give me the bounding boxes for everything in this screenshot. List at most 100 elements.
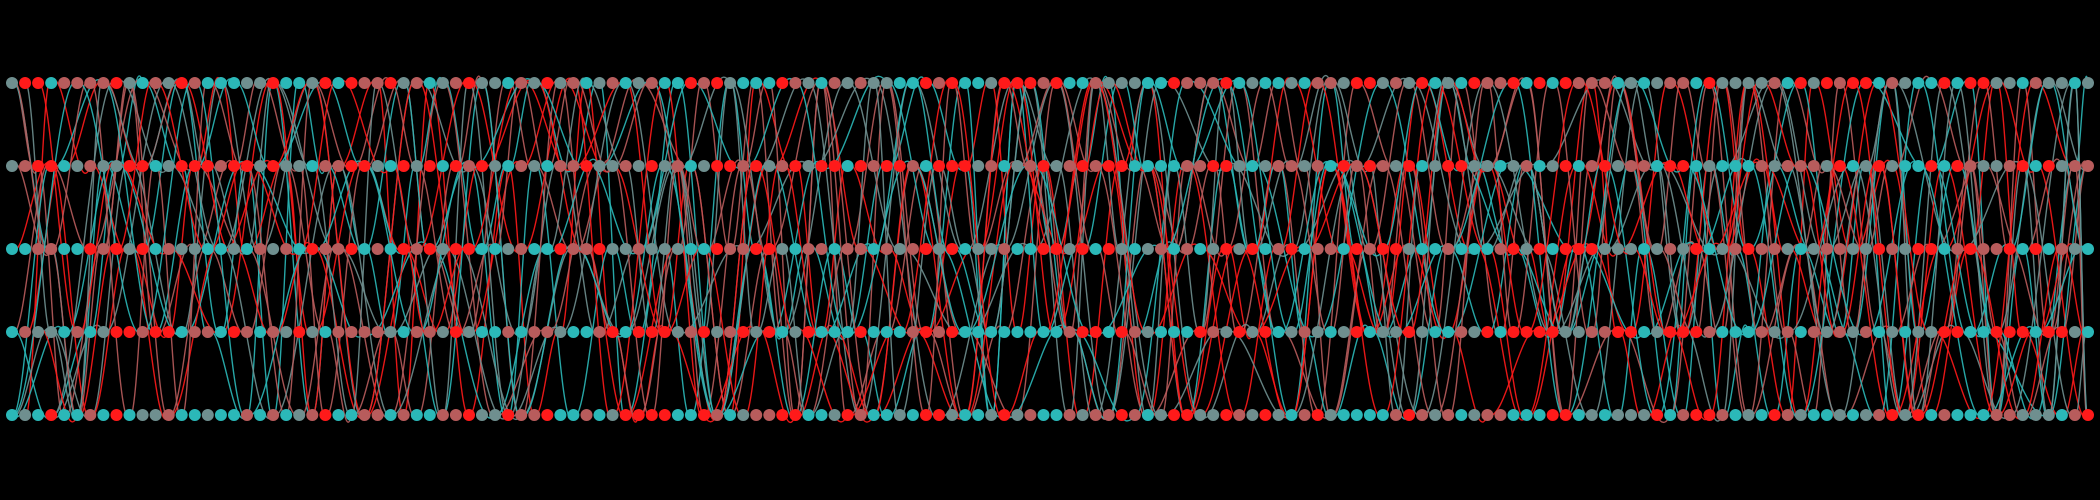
row-4-node — [658, 326, 671, 338]
row-2-node — [1155, 160, 1167, 172]
row-2-node — [1168, 160, 1180, 172]
row-3-node — [998, 243, 1011, 255]
row-1-node — [1233, 77, 1246, 89]
row-4-node — [933, 326, 945, 338]
row-4-node — [1938, 326, 1951, 338]
row-2-node — [1233, 160, 1246, 172]
row-1-node — [1390, 77, 1402, 89]
row-3-node — [1442, 243, 1455, 255]
row-5-node — [684, 409, 697, 421]
row-1-node — [1259, 77, 1272, 89]
row-2-node — [2003, 160, 2016, 172]
row-4-node — [1860, 326, 1872, 338]
row-1-node — [1481, 77, 1494, 89]
row-1-node — [136, 77, 149, 89]
row-2-node — [423, 160, 436, 172]
row-5-node — [254, 409, 267, 421]
row-5-node — [1938, 409, 1951, 421]
row-5-node — [867, 409, 880, 421]
row-4-node — [1533, 326, 1546, 338]
row-3-node — [946, 243, 959, 255]
row-4-node — [1833, 326, 1846, 338]
row-2-node — [1181, 160, 1194, 172]
row-2-node — [1964, 160, 1977, 172]
row-5-node — [1520, 409, 1533, 421]
row-4-node — [854, 326, 867, 338]
row-1-node — [998, 77, 1011, 89]
row-1-node — [32, 77, 45, 89]
row-2-node — [306, 160, 319, 172]
row-2-node — [463, 160, 475, 172]
row-4-node — [2082, 326, 2094, 338]
row-2-node — [1298, 160, 1311, 172]
row-4-node — [1416, 326, 1429, 338]
row-1-node — [149, 77, 162, 89]
row-3-node — [1390, 243, 1402, 255]
row-2-node — [645, 160, 658, 172]
row-5-node — [658, 409, 671, 421]
row-5-node — [698, 409, 710, 421]
row-4-node — [2016, 326, 2029, 338]
row-3-node — [71, 243, 84, 255]
row-5-node — [1638, 409, 1651, 421]
row-1-node — [1403, 77, 1416, 89]
row-2-node — [619, 160, 632, 172]
row-2-node — [1063, 160, 1076, 172]
row-1-node — [1912, 77, 1925, 89]
row-2-node — [1076, 160, 1089, 172]
row-5-node — [1063, 409, 1076, 421]
row-3-node — [110, 243, 123, 255]
node-layer — [6, 77, 2094, 421]
row-3-node — [541, 243, 554, 255]
row-1-node — [1886, 77, 1899, 89]
row-4-node — [1768, 326, 1781, 338]
row-2-node — [959, 160, 972, 172]
row-4-node — [6, 326, 18, 338]
row-2-node — [1716, 160, 1729, 172]
row-4-node — [1651, 326, 1664, 338]
row-1-node — [1546, 77, 1559, 89]
row-3-node — [1141, 243, 1154, 255]
row-2-node — [1977, 160, 1990, 172]
row-5-node — [123, 409, 136, 421]
row-4-node — [1977, 326, 1990, 338]
row-3-node — [332, 243, 345, 255]
row-1-node — [1755, 77, 1768, 89]
row-4-node — [841, 326, 854, 338]
row-5-node — [1912, 409, 1925, 421]
row-3-node — [449, 243, 462, 255]
row-3-node — [188, 243, 201, 255]
row-2-node — [750, 160, 763, 172]
row-1-node — [423, 77, 436, 89]
row-5-node — [397, 409, 410, 421]
row-2-node — [1873, 160, 1886, 172]
row-2-node — [149, 160, 162, 172]
row-1-node — [711, 77, 724, 89]
row-4-node — [737, 326, 750, 338]
row-1-node — [1507, 77, 1520, 89]
row-1-node — [1638, 77, 1651, 89]
row-3-node — [32, 243, 45, 255]
row-3-node — [1024, 243, 1037, 255]
row-2-node — [671, 160, 684, 172]
row-2-node — [19, 160, 32, 172]
row-1-node — [1833, 77, 1846, 89]
row-1-node — [241, 77, 253, 89]
row-3-node — [1285, 243, 1298, 255]
row-3-node — [293, 243, 306, 255]
row-3-node — [1272, 243, 1285, 255]
row-5-node — [149, 409, 162, 421]
row-5-node — [1181, 409, 1194, 421]
row-5-node — [880, 409, 893, 421]
row-2-node — [1507, 160, 1520, 172]
row-1-node — [1024, 77, 1037, 89]
row-2-node — [1572, 160, 1585, 172]
row-5-node — [1376, 409, 1389, 421]
row-1-node — [1716, 77, 1729, 89]
row-2-node — [776, 160, 789, 172]
row-3-node — [776, 243, 789, 255]
row-4-node — [1964, 326, 1977, 338]
row-3-node — [1468, 243, 1481, 255]
row-3-node — [645, 243, 658, 255]
row-4-node — [1076, 326, 1089, 338]
